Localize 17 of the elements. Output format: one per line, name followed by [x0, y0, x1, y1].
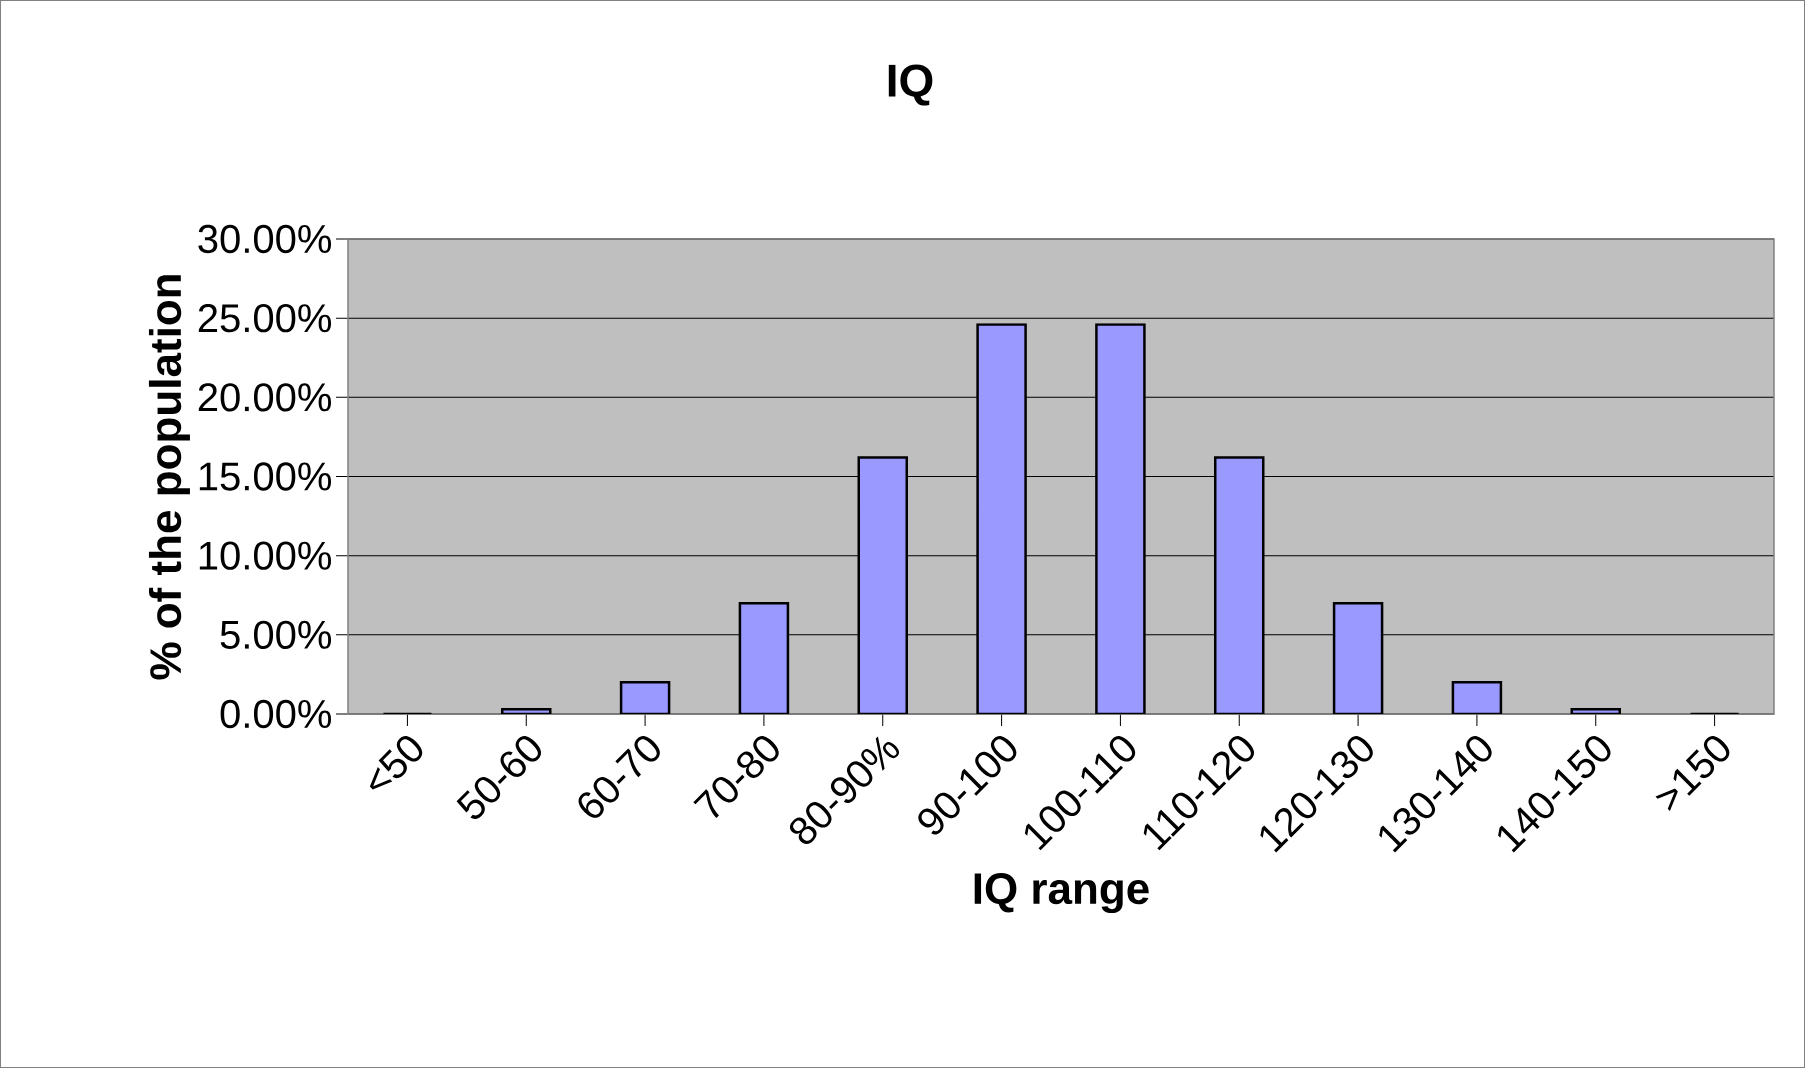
x-tick-label: <50	[369, 736, 423, 790]
y-tick-label: 0.00%	[220, 699, 332, 729]
bar	[738, 601, 790, 714]
y-tick-label: 15.00%	[199, 462, 332, 491]
bar	[857, 456, 908, 714]
y-tick-label: 5.00%	[220, 620, 332, 649]
y-tick-label: 20.00%	[198, 383, 332, 412]
y-axis-title: % of the population	[148, 275, 190, 680]
x-axis-title: IQ range	[974, 873, 1149, 914]
bar	[1332, 601, 1384, 714]
bar	[1214, 456, 1265, 714]
y-tick-label: 25.00%	[198, 303, 332, 333]
chart-title: IQ	[888, 64, 933, 106]
bar	[976, 323, 1027, 714]
bar	[1095, 323, 1146, 714]
y-tick-label: 30.00%	[198, 224, 332, 254]
y-tick-label: 10.00%	[199, 541, 332, 570]
